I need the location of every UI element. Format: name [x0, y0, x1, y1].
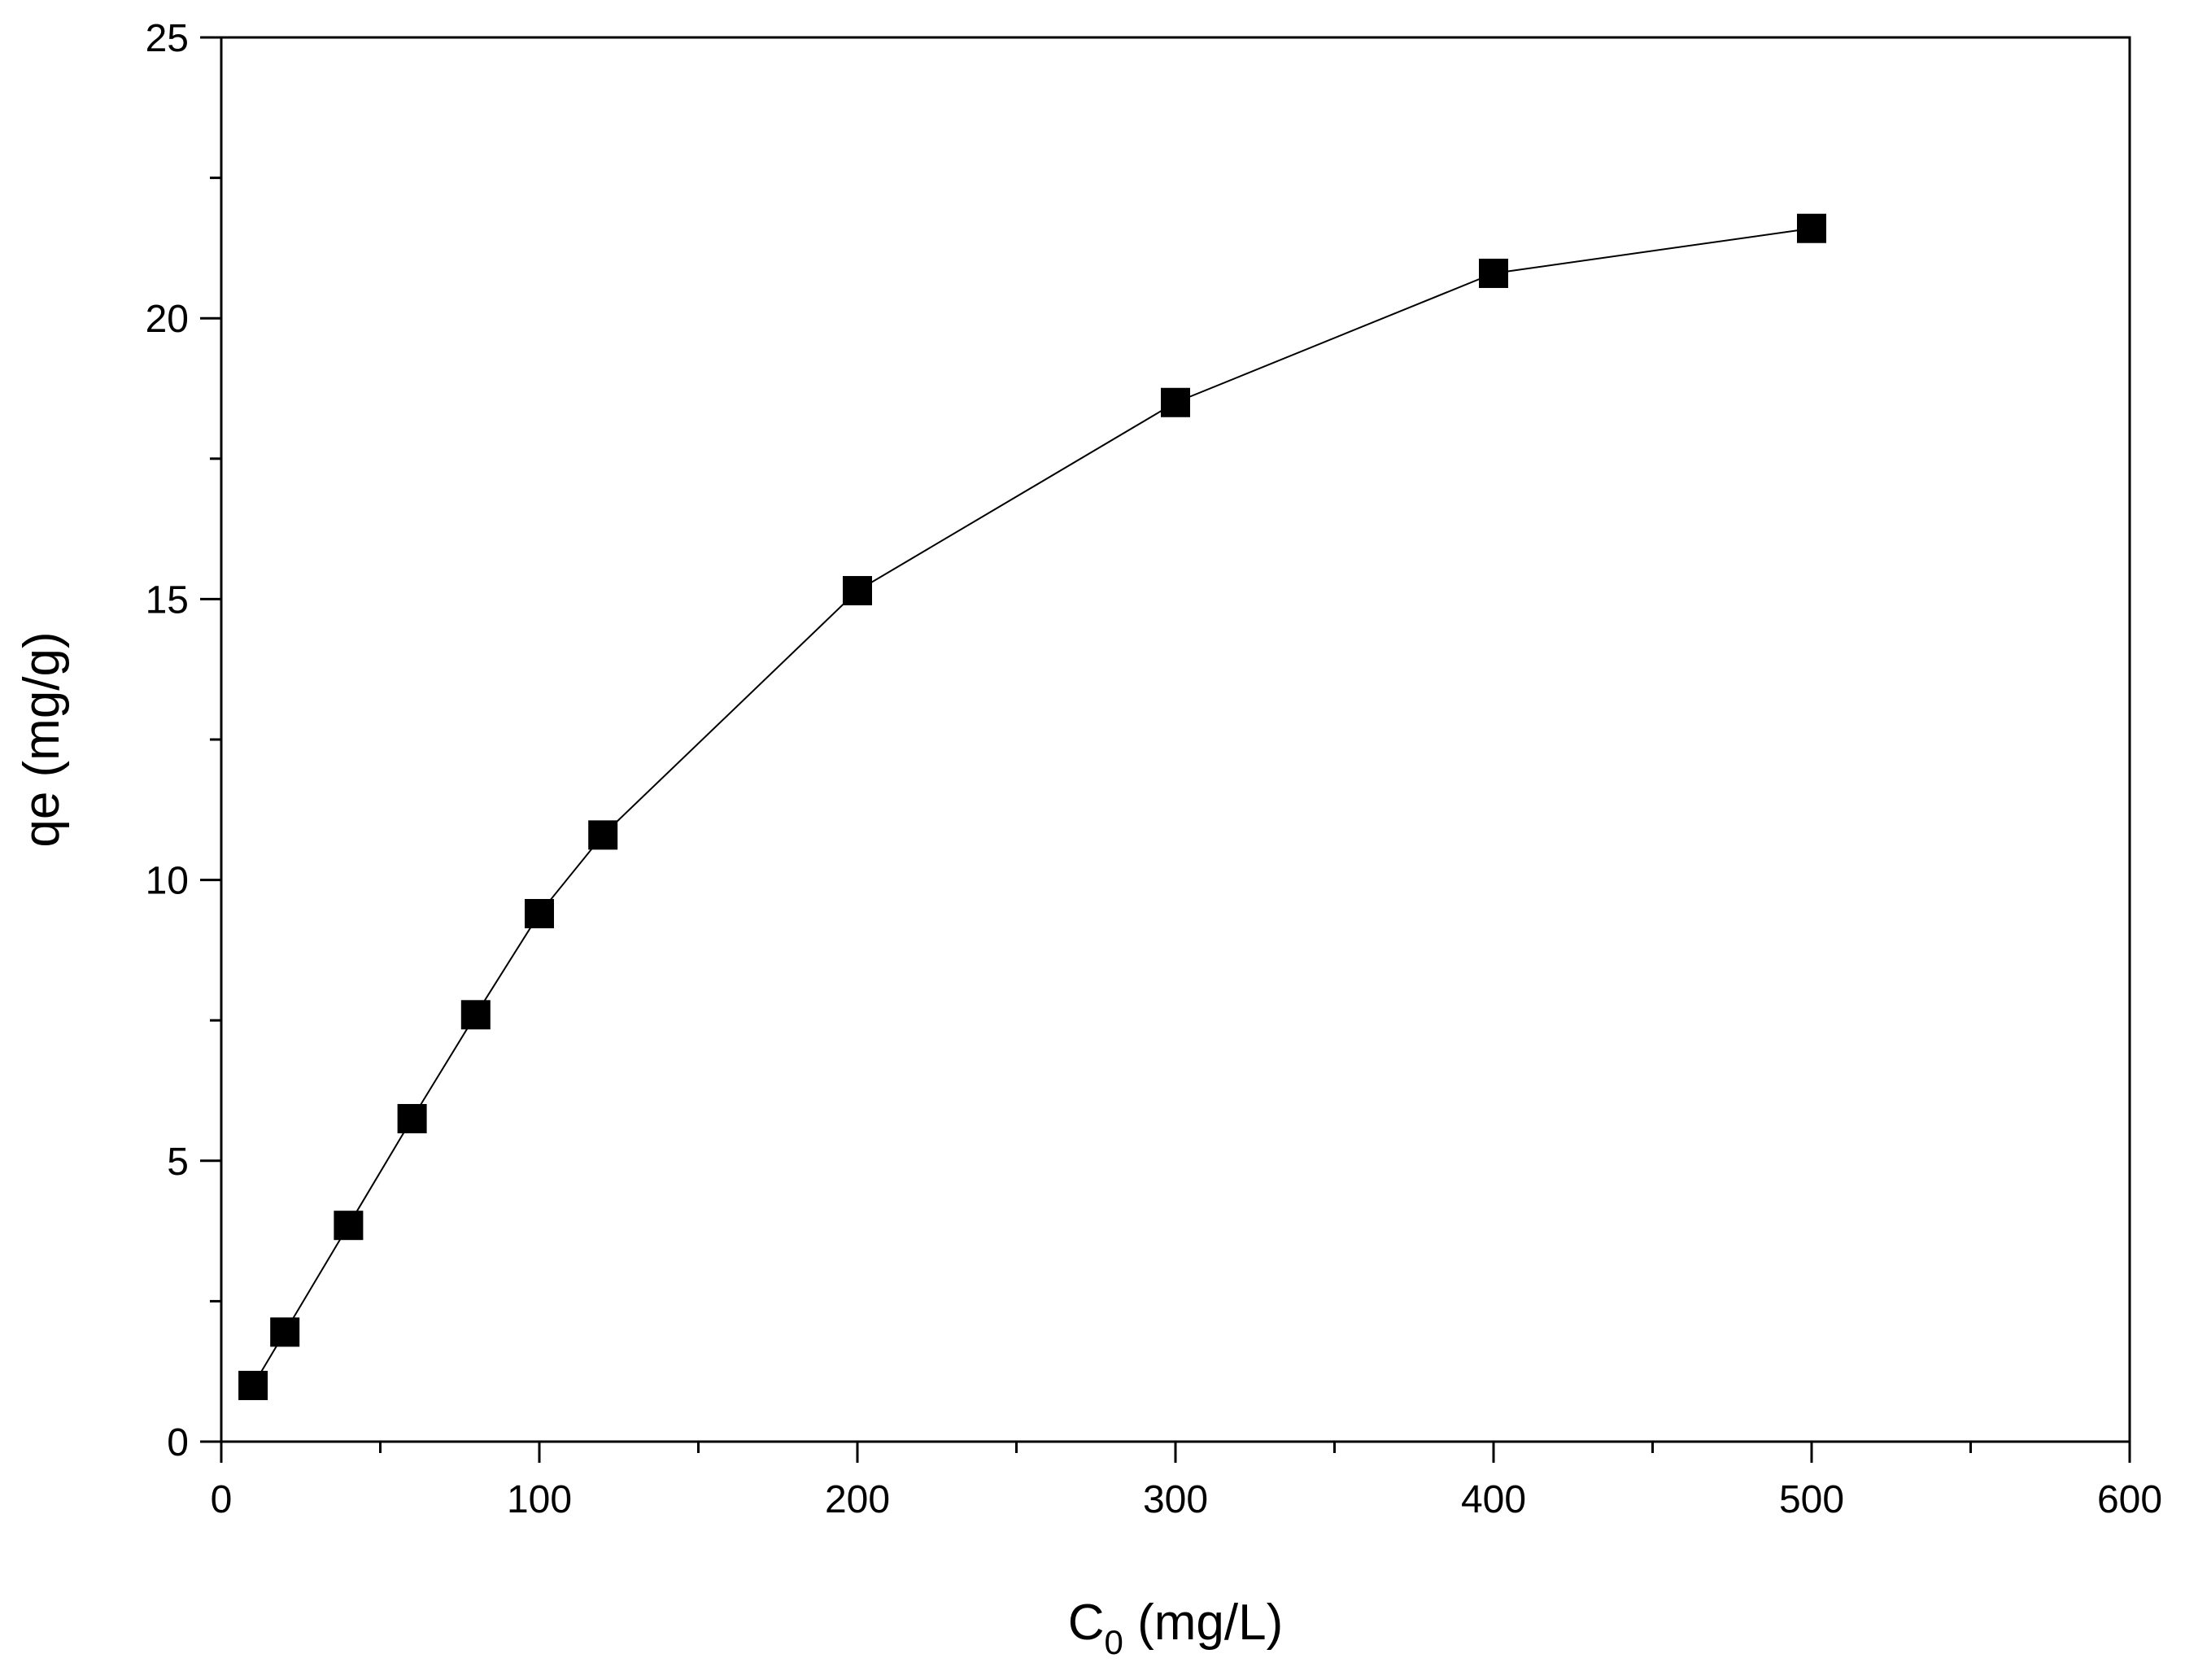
y-axis-title: qe (mg/g) — [14, 631, 70, 847]
data-point-marker — [843, 576, 872, 606]
y-tick-label: 20 — [146, 298, 189, 341]
x-axis-title: C0 (mg/L) — [1068, 1595, 1284, 1661]
y-tick-labels: 0 5 10 15 20 25 — [146, 17, 189, 1464]
data-point-marker — [1797, 213, 1826, 243]
x-axis-title-unit: (mg/L) — [1123, 1595, 1283, 1651]
data-point-marker — [270, 1317, 300, 1347]
x-axis-title-subscript: 0 — [1105, 1623, 1123, 1661]
x-tick-labels: 0 100 200 300 400 500 600 — [211, 1478, 2162, 1521]
x-tick-label: 600 — [2097, 1478, 2162, 1521]
x-tick-label: 300 — [1143, 1478, 1208, 1521]
data-markers — [238, 213, 1826, 1400]
y-tick-label: 0 — [167, 1421, 189, 1464]
major-ticks — [200, 36, 2131, 1463]
minor-ticks — [210, 177, 1972, 1453]
y-tick-label: 25 — [146, 17, 189, 60]
x-tick-label: 100 — [507, 1478, 572, 1521]
x-tick-label: 400 — [1461, 1478, 1526, 1521]
series-line — [252, 227, 1812, 1386]
x-tick-label: 0 — [211, 1478, 233, 1521]
data-point-marker — [397, 1104, 427, 1134]
y-tick-label: 15 — [146, 578, 189, 622]
data-point-marker — [334, 1211, 364, 1241]
data-point-marker — [525, 899, 554, 929]
x-tick-label: 200 — [825, 1478, 890, 1521]
data-point-marker — [588, 820, 618, 850]
y-tick-label: 5 — [167, 1141, 189, 1184]
y-tick-label: 10 — [146, 860, 189, 903]
x-axis-title-main: C — [1068, 1595, 1105, 1651]
plot-frame — [220, 36, 2131, 1443]
data-point-marker — [238, 1370, 268, 1400]
data-point-marker — [1161, 387, 1190, 417]
data-point-marker — [1479, 258, 1508, 288]
data-point-marker — [460, 1000, 491, 1030]
x-tick-label: 500 — [1779, 1478, 1844, 1521]
